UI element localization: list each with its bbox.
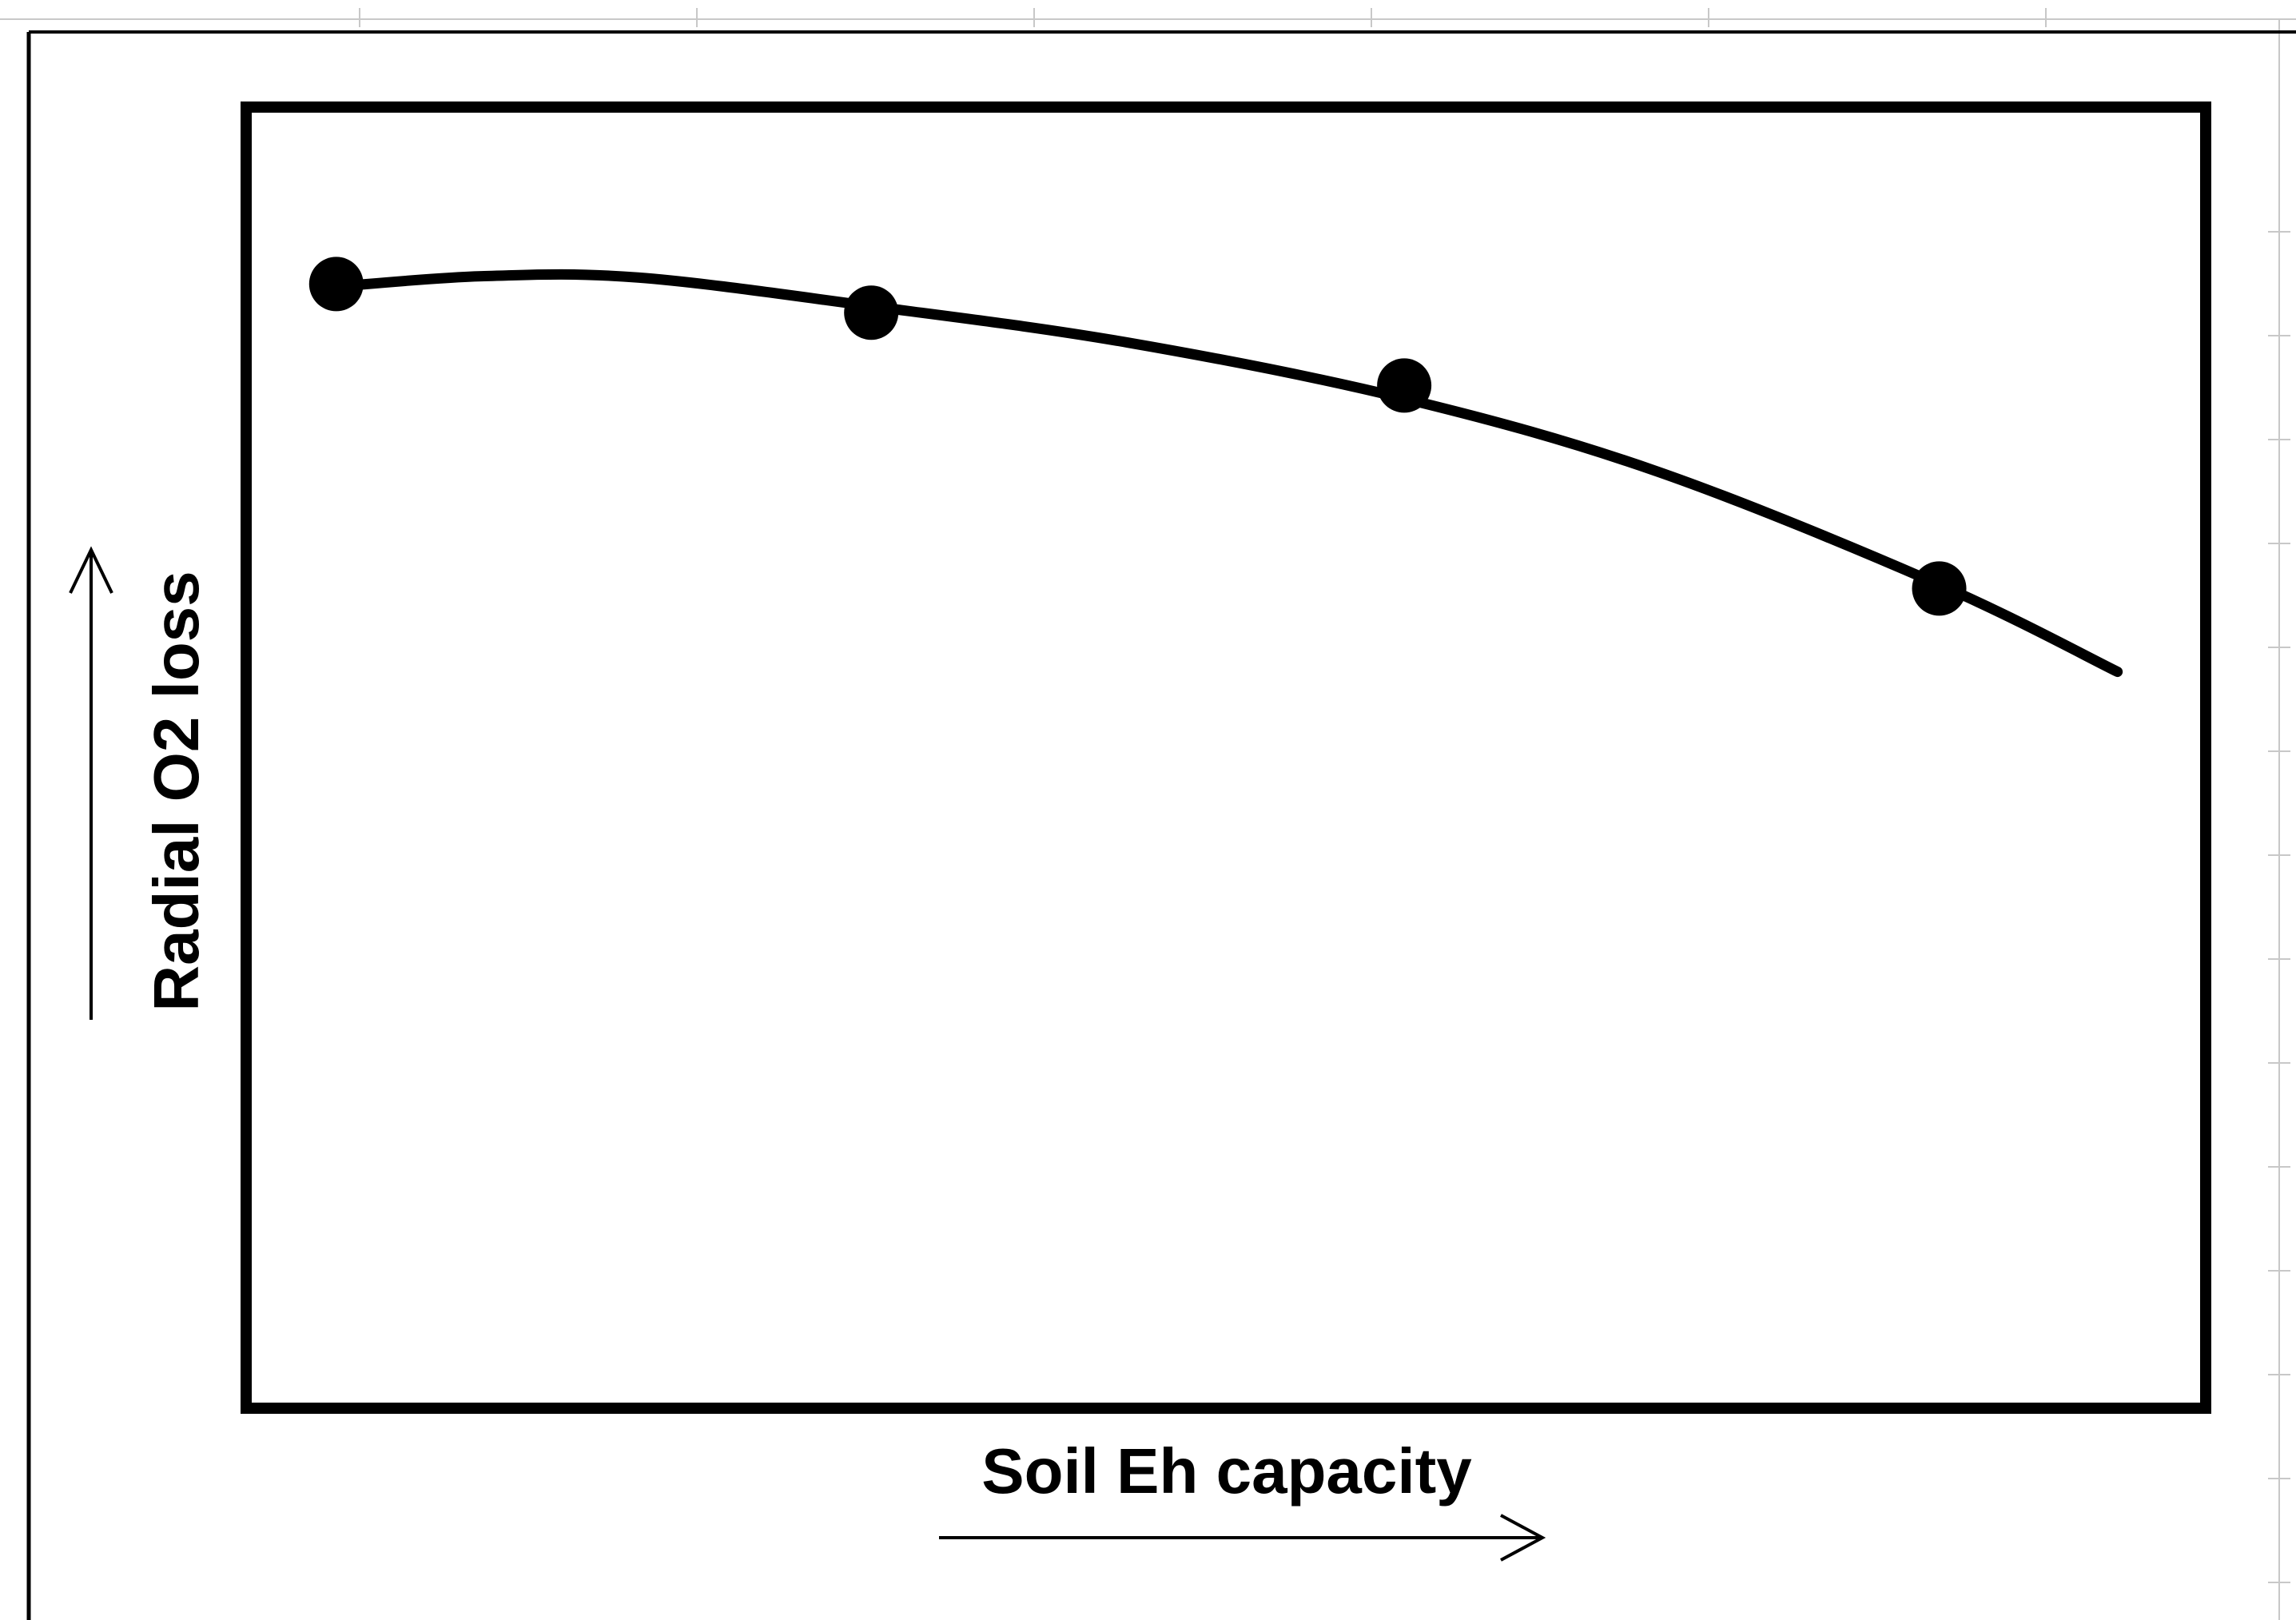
data-points-group	[308, 257, 1967, 616]
y-axis-direction-arrow	[69, 546, 113, 1020]
background-sheet-grid	[0, 8, 2296, 1620]
x-axis-direction-arrow	[939, 1514, 1546, 1562]
x-axis-title: Soil Eh capacity	[981, 1435, 1472, 1507]
y-axis-title: Radial O2 loss	[141, 571, 212, 1011]
data-point-1	[308, 257, 364, 312]
series-trend-line	[331, 269, 2123, 678]
data-point-4	[1912, 561, 1967, 616]
plot-area-frame	[241, 101, 2211, 1414]
data-point-2	[844, 285, 899, 340]
data-point-3	[1377, 358, 1432, 413]
